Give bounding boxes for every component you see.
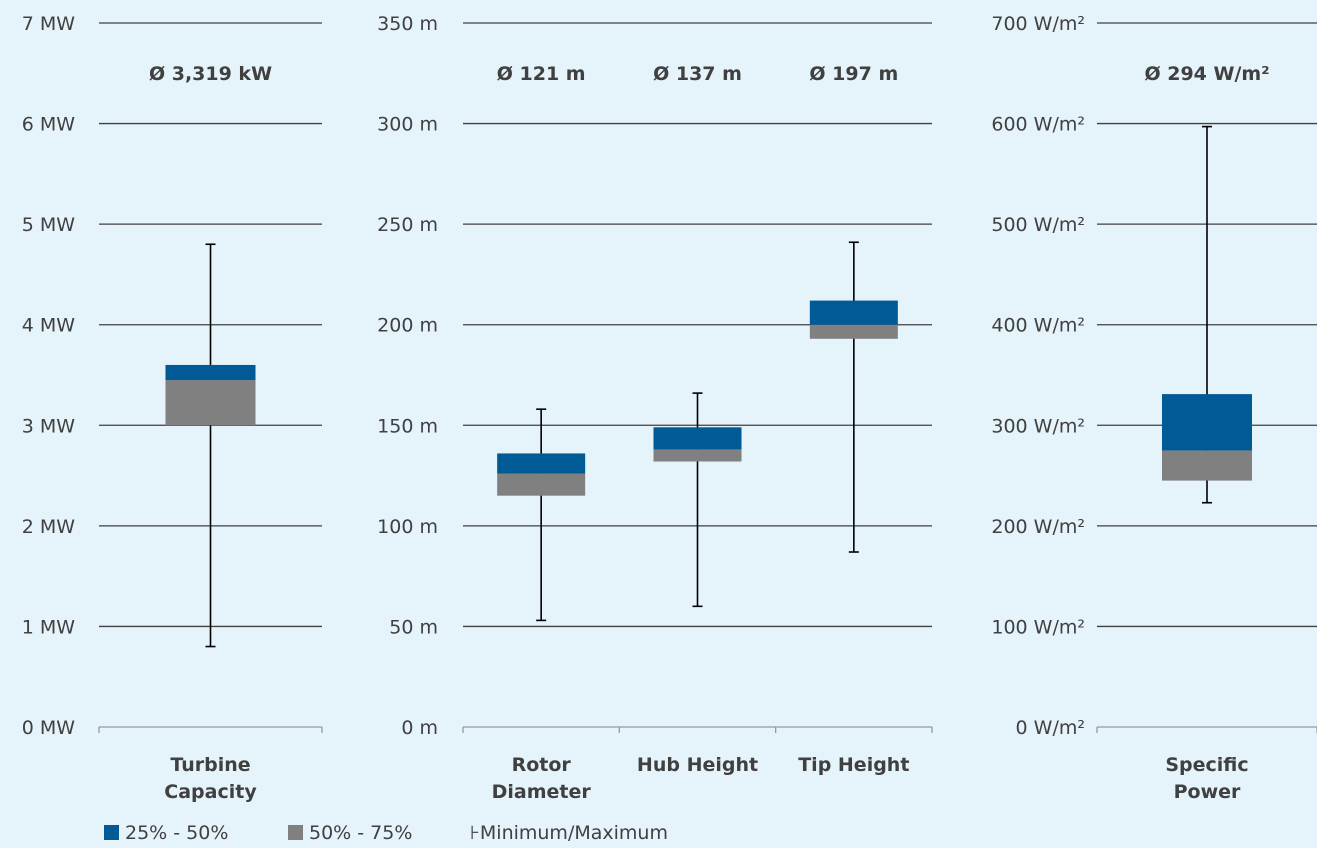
box-q50-75 (165, 380, 256, 426)
y-tick-label: 400 W/m² (991, 315, 1085, 337)
box-q25-50 (497, 453, 586, 474)
y-tick-label: 100 W/m² (991, 616, 1085, 638)
average-label: Ø 197 m (809, 63, 898, 85)
y-tick-label: 5 MW (22, 214, 76, 236)
category-label: Specific (1165, 754, 1248, 776)
y-tick-label: 0 MW (22, 717, 76, 739)
legend-item-q25-50: 25% - 50% (104, 822, 228, 844)
y-tick-label: 300 m (377, 114, 438, 136)
legend-label-q50-75: 50% - 75% (309, 822, 413, 844)
box-q50-75 (809, 324, 898, 339)
y-tick-label: 50 m (389, 616, 438, 638)
y-tick-label: 0 m (401, 717, 438, 739)
category-label: Hub Height (637, 754, 758, 776)
y-tick-label: 200 W/m² (991, 516, 1085, 538)
y-tick-label: 0 W/m² (1016, 717, 1085, 739)
y-tick-label: 1 MW (22, 616, 76, 638)
category-label: Tip Height (798, 754, 909, 776)
box-q25-50 (653, 427, 742, 450)
y-tick-label: 700 W/m² (991, 13, 1085, 35)
category-label: Rotor (512, 754, 572, 776)
average-label: Ø 137 m (653, 63, 742, 85)
category-label: Power (1174, 781, 1241, 803)
legend-item-min-max: ⊦Minimum/Maximum (470, 822, 668, 844)
y-tick-label: 6 MW (22, 114, 76, 136)
y-tick-label: 350 m (377, 13, 438, 35)
y-tick-label: 2 MW (22, 516, 76, 538)
average-label: Ø 121 m (497, 63, 586, 85)
legend-item-q50-75: 50% - 75% (288, 822, 412, 844)
box-q50-75 (1162, 450, 1252, 481)
category-label: Turbine (170, 754, 250, 776)
y-tick-label: 3 MW (22, 415, 76, 437)
min-max-icon: ⊦ (470, 822, 480, 844)
box-q25-50 (1162, 394, 1252, 451)
box-q25-50 (809, 300, 898, 325)
y-tick-label: 250 m (377, 214, 438, 236)
y-tick-label: 4 MW (22, 315, 76, 337)
box-q50-75 (497, 473, 586, 496)
y-tick-label: 500 W/m² (991, 214, 1085, 236)
legend-swatch-q50-75 (288, 825, 303, 840)
y-tick-label: 150 m (377, 415, 438, 437)
y-tick-label: 200 m (377, 315, 438, 337)
legend-swatch-q25-50 (104, 825, 119, 840)
y-tick-label: 600 W/m² (991, 114, 1085, 136)
legend-label-q25-50: 25% - 50% (125, 822, 229, 844)
average-label: Ø 294 W/m² (1144, 63, 1269, 85)
category-label: Capacity (164, 781, 257, 803)
legend-label-min-max: Minimum/Maximum (479, 822, 668, 844)
box-q50-75 (653, 449, 742, 462)
category-label: Diameter (492, 781, 592, 803)
average-label: Ø 3,319 kW (149, 63, 272, 85)
box-q25-50 (165, 364, 256, 381)
y-tick-label: 7 MW (22, 13, 76, 35)
y-tick-label: 300 W/m² (991, 415, 1085, 437)
y-tick-label: 100 m (377, 516, 438, 538)
